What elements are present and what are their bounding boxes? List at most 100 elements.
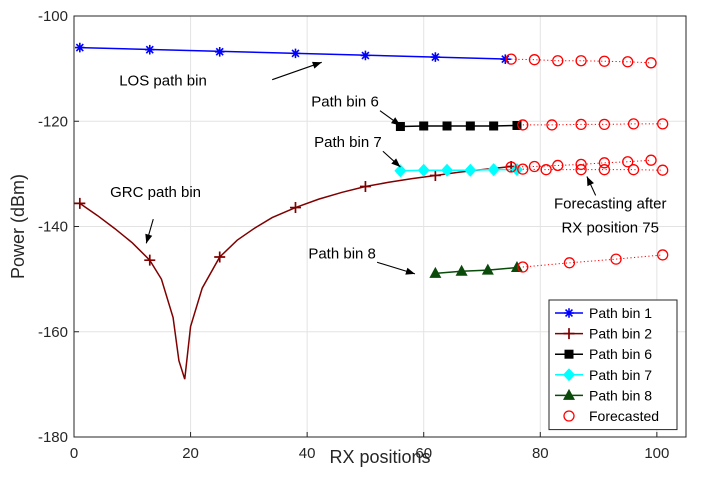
data-point	[395, 122, 405, 132]
forecast-point	[575, 164, 587, 176]
data-point	[144, 44, 155, 55]
y-tick-label: -140	[38, 219, 68, 236]
legend-marker	[563, 410, 575, 422]
data-point	[214, 46, 225, 57]
forecast-point	[645, 57, 657, 69]
annotation-label: RX position 75	[561, 219, 659, 236]
legend-entry: Path bin 7	[555, 367, 652, 383]
data-point	[442, 121, 452, 131]
data-point	[394, 164, 407, 178]
data-point	[419, 121, 429, 131]
series-layer	[74, 42, 523, 380]
y-tick-label: -180	[38, 429, 68, 446]
forecast-point	[627, 164, 640, 176]
legend-marker	[564, 308, 574, 318]
forecast-point	[598, 164, 611, 176]
data-point	[429, 169, 441, 181]
legend-label: Path bin 2	[589, 326, 652, 342]
forecast-point	[563, 257, 576, 269]
legend-label: Forecasted	[589, 408, 659, 424]
forecast-layer	[505, 53, 669, 273]
annotation-arrow-head	[145, 233, 153, 244]
annotation-arrow	[382, 150, 401, 168]
series-path-bin-6	[395, 120, 522, 132]
series-line	[400, 124, 517, 128]
data-point	[512, 120, 522, 130]
series-path-bin-2	[74, 161, 517, 380]
forecast-point	[546, 119, 558, 131]
y-axis-title: Power (dBm)	[8, 174, 28, 279]
forecast-point	[622, 56, 634, 68]
forecast-point	[657, 249, 669, 261]
legend-label: Path bin 7	[589, 367, 652, 383]
data-point	[430, 52, 441, 62]
data-point	[417, 163, 430, 177]
forecast-point	[505, 53, 517, 65]
data-point	[465, 121, 475, 131]
legend-entry: Forecasted	[563, 408, 659, 424]
legend-marker	[563, 328, 575, 340]
data-point	[500, 54, 511, 64]
annotation-label: GRC path bin	[110, 184, 201, 201]
legend-label: Path bin 1	[589, 305, 652, 321]
x-tick-label: 20	[182, 445, 199, 462]
forecast-point	[517, 261, 529, 273]
x-tick-label: 40	[299, 445, 316, 462]
x-axis-title: RX positions	[329, 447, 430, 467]
forecast-segment	[505, 53, 657, 69]
annotation-label: LOS path bin	[119, 72, 207, 89]
forecast-point	[540, 164, 552, 176]
legend-label: Path bin 6	[589, 346, 652, 362]
data-point	[429, 266, 442, 278]
annotation-arrow-head	[405, 267, 415, 275]
data-point	[359, 181, 371, 193]
legend-entry: Path bin 1	[555, 305, 652, 321]
legend-box	[548, 299, 678, 431]
data-point	[214, 251, 226, 263]
series-path-bin-8	[429, 261, 523, 278]
forecast-segment	[517, 249, 669, 273]
forecast-point	[622, 156, 634, 168]
series-path-bin-1	[75, 42, 512, 64]
annotation-arrow	[271, 61, 322, 81]
forecast-point	[598, 157, 611, 169]
annotation-label: Path bin 7	[314, 134, 382, 151]
annotation-label: Path bin 8	[308, 246, 376, 263]
legend-entry: Path bin 8	[555, 387, 652, 403]
data-point	[360, 50, 371, 61]
legend-marker	[563, 388, 575, 400]
forecast-segment	[517, 163, 669, 176]
data-point	[489, 121, 499, 131]
forecast-point	[575, 55, 587, 67]
forecast-point	[657, 118, 669, 130]
forecast-point	[598, 118, 611, 131]
annotation-arrow-head	[586, 176, 594, 187]
annotation-arrow	[145, 218, 154, 244]
forecast-point	[610, 253, 622, 265]
forecast-point	[552, 159, 564, 172]
forecast-segment	[517, 118, 669, 131]
annotation-label: Path bin 6	[311, 94, 379, 111]
data-point	[510, 261, 523, 273]
forecast-point	[528, 160, 541, 173]
annotation-arrow	[586, 176, 597, 196]
y-tick-label: -120	[38, 113, 68, 130]
forecast-point	[528, 54, 541, 66]
data-point	[289, 202, 301, 214]
series-line	[435, 266, 518, 275]
y-tick-label: -100	[38, 8, 68, 25]
forecast-point	[505, 161, 517, 173]
data-point	[481, 263, 494, 275]
annotation-arrow-head	[390, 117, 401, 126]
data-point	[290, 48, 301, 59]
legend: Path bin 1 Path bin 2 Path bin 6 Path bin 7…	[548, 299, 678, 431]
forecast-point	[645, 154, 657, 166]
x-tick-label: 100	[644, 445, 669, 462]
forecast-point	[627, 118, 640, 130]
annotation-arrow	[376, 261, 416, 275]
data-point	[74, 197, 86, 209]
data-point	[144, 254, 156, 266]
annotation-layer: LOS path bin Path bin 6 Path bin 7 GRC path…	[110, 61, 667, 275]
data-point	[487, 163, 500, 177]
